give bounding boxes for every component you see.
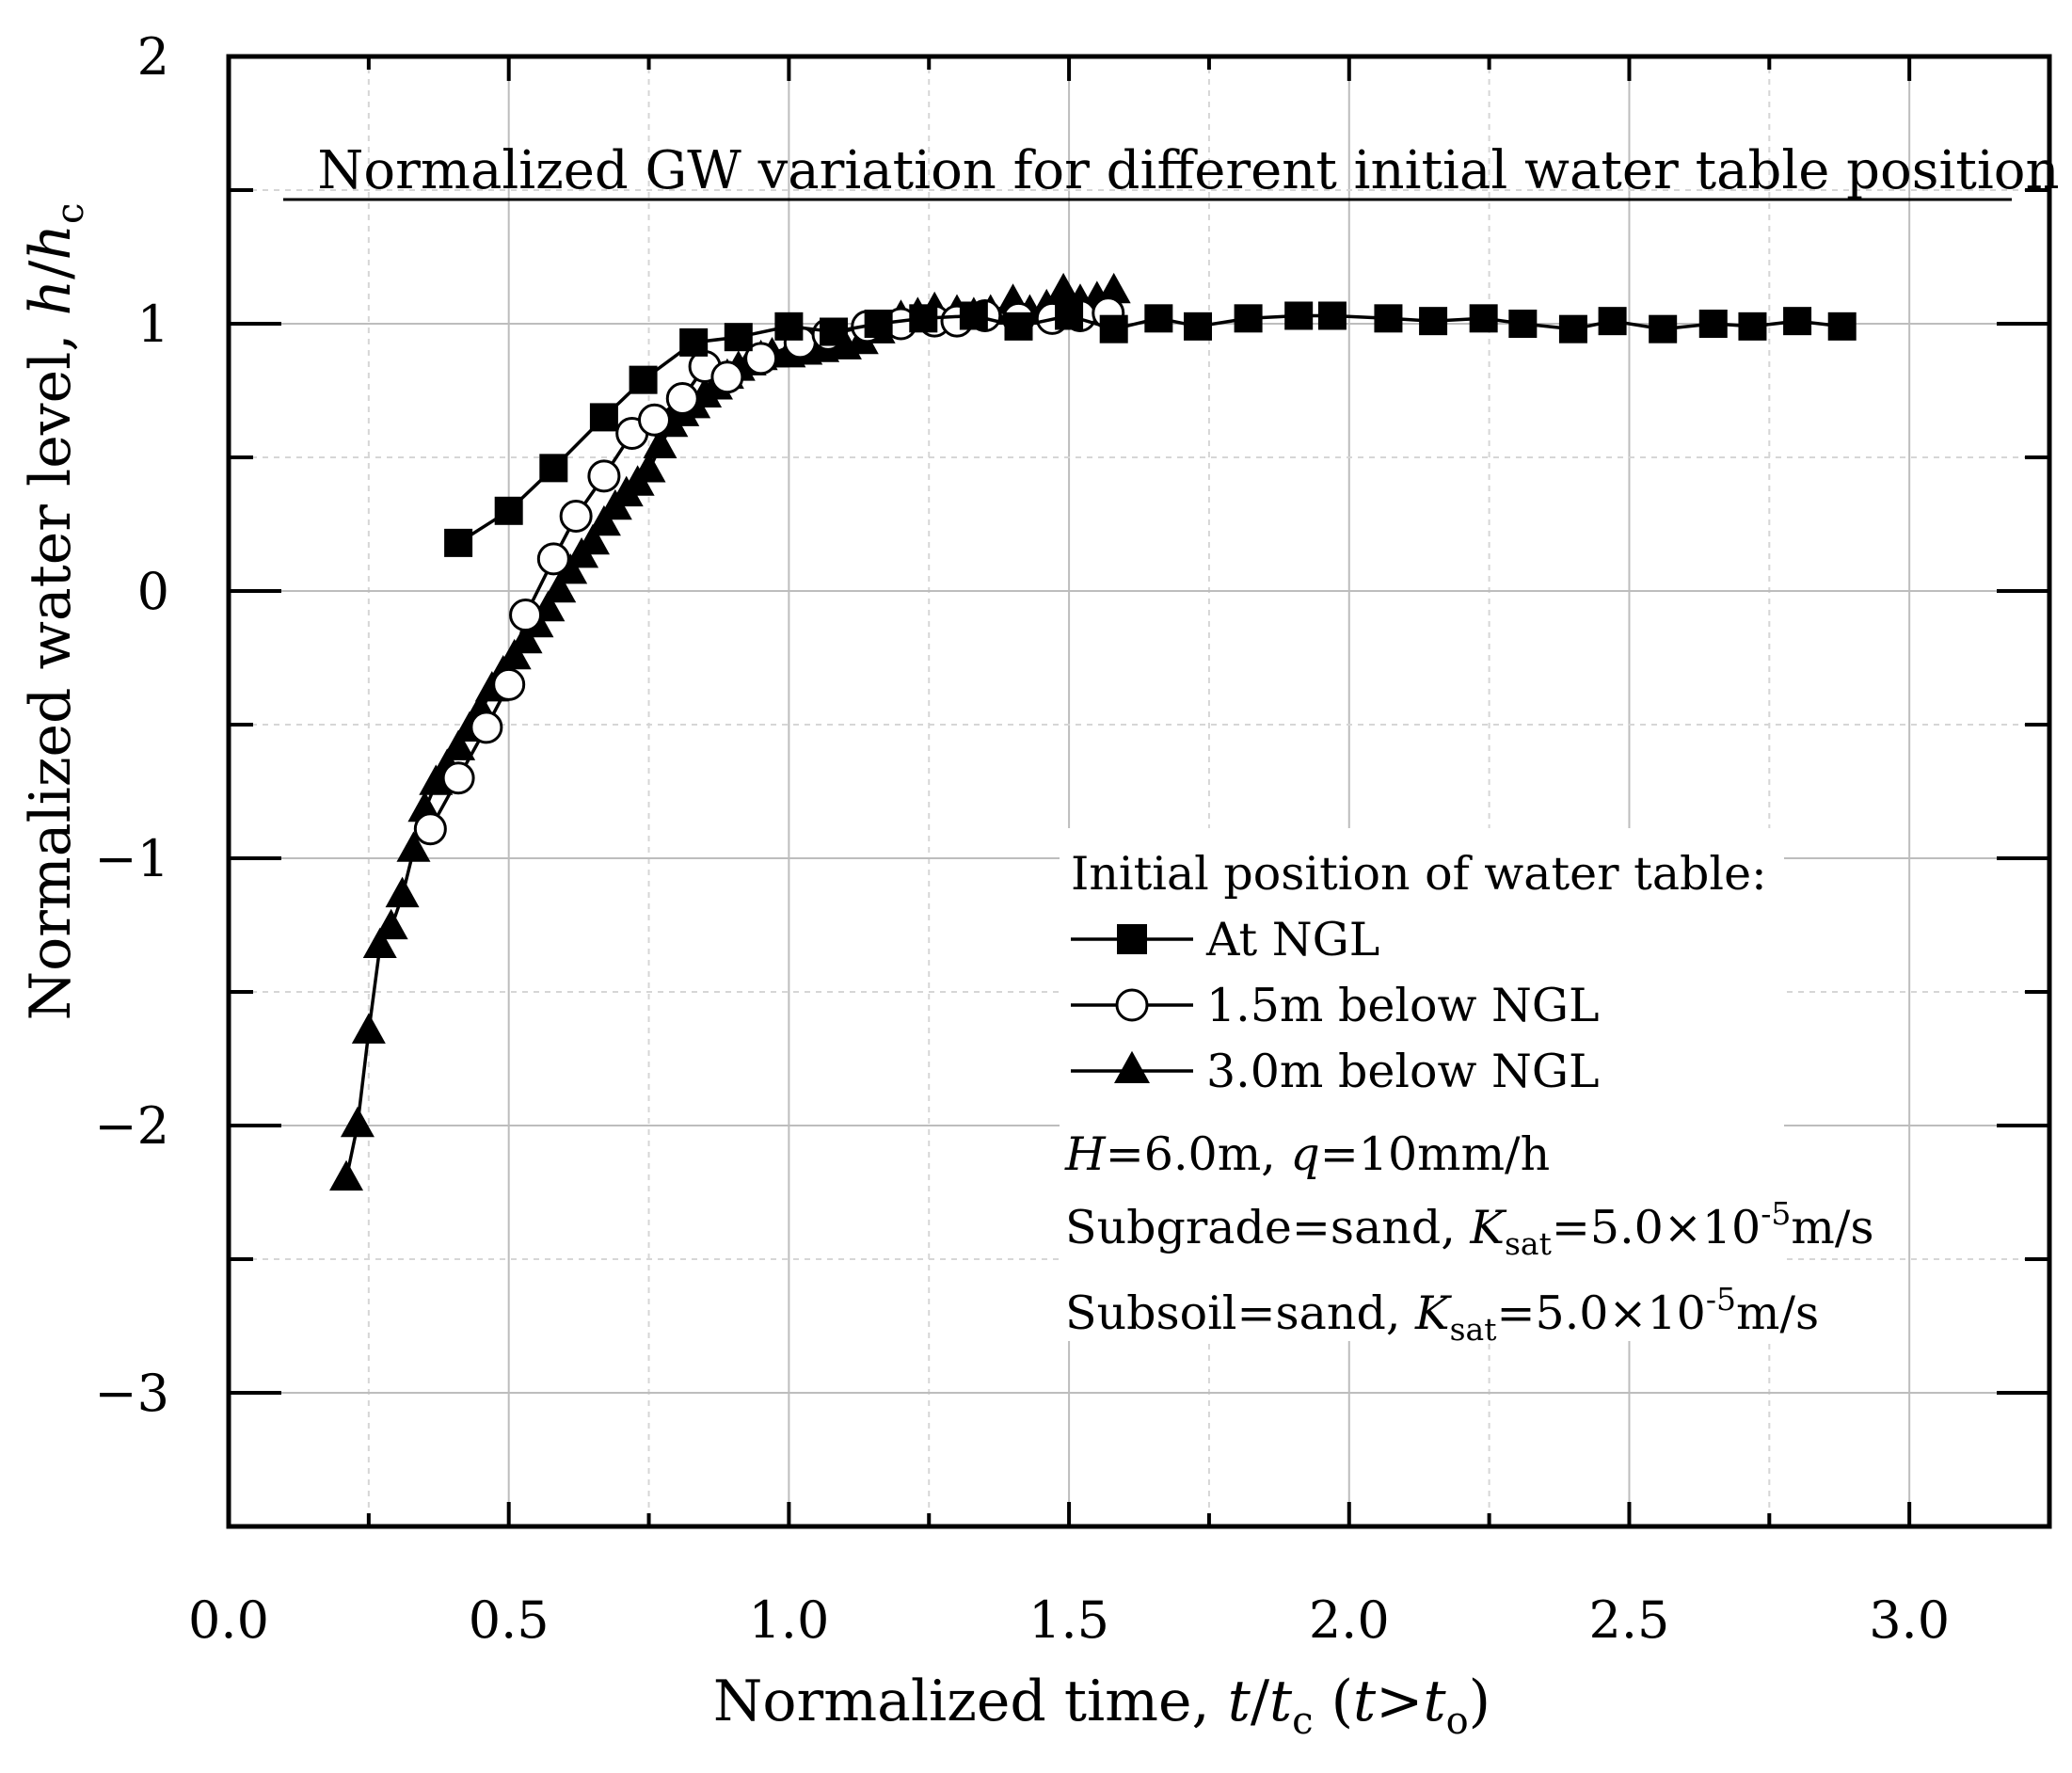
- data-point-triangle: [586, 504, 621, 536]
- data-point-square: [539, 454, 568, 483]
- x-axis-label: Normalized time, t/tc (t>to): [713, 1669, 1490, 1743]
- data-point-square: [1827, 311, 1857, 341]
- data-point-square: [1649, 314, 1678, 343]
- data-point-square: [1284, 301, 1314, 330]
- data-point-square: [774, 311, 804, 341]
- x-tick-label: 0.0: [188, 1590, 269, 1650]
- x-tick-label: 1.0: [748, 1590, 829, 1650]
- data-point-triangle: [419, 764, 454, 795]
- data-point-square: [1184, 311, 1213, 341]
- data-point-triangle: [374, 908, 408, 940]
- data-point-circle: [665, 382, 699, 416]
- plot-frame: [226, 54, 2052, 1529]
- x-tick-label: 2.0: [1309, 1590, 1390, 1650]
- y-tick-label: 0: [137, 562, 169, 621]
- y-tick-label: −2: [94, 1096, 169, 1156]
- data-point-circle: [492, 667, 526, 701]
- data-point-circle: [536, 542, 570, 576]
- data-point-square: [1508, 310, 1538, 338]
- data-point-square: [1099, 314, 1128, 343]
- series-square-filled: [444, 301, 1857, 557]
- data-point-square: [724, 323, 753, 352]
- data-point-circle: [1115, 988, 1149, 1022]
- data-point-triangle: [340, 1106, 375, 1138]
- data-point-circle: [509, 599, 543, 632]
- data-point-square: [959, 301, 988, 330]
- data-point-triangle: [362, 927, 397, 959]
- data-point-square: [494, 496, 523, 525]
- data-point-triangle: [553, 553, 588, 584]
- ticks: 0.0 0.5 1.0 1.5 2.0 2.5 3.0 2 1 0 −1 −2 −3: [94, 27, 2049, 1650]
- data-point-square: [1117, 924, 1147, 954]
- data-point-square: [1469, 304, 1498, 333]
- data-point-circle: [470, 711, 503, 744]
- x-tick-label: 1.5: [1028, 1590, 1109, 1650]
- data-point-triangle: [1096, 272, 1131, 304]
- data-point-square: [1783, 307, 1812, 336]
- data-point-triangle: [351, 1013, 386, 1044]
- x-tick-label: 2.5: [1589, 1590, 1670, 1650]
- data-point-square: [589, 403, 618, 432]
- y-tick-label: 1: [137, 295, 169, 354]
- data-point-triangle: [576, 523, 610, 555]
- data-point-triangle: [542, 571, 577, 603]
- x-tick-label: 0.5: [469, 1590, 550, 1650]
- data-point-square: [1317, 301, 1347, 330]
- data-point-triangle: [631, 452, 666, 483]
- x-tick-label: 3.0: [1869, 1590, 1950, 1650]
- data-point-square: [1698, 310, 1728, 338]
- data-point-circle: [559, 499, 593, 533]
- data-point-square: [1419, 307, 1448, 336]
- data-point-square: [1374, 304, 1403, 333]
- data-point-square: [1738, 311, 1767, 341]
- data-point-square: [1558, 314, 1587, 343]
- data-point-circle: [441, 761, 475, 795]
- legend-label: At NGL: [1205, 913, 1379, 966]
- data-point-circle: [710, 360, 744, 394]
- data-point-triangle: [497, 638, 532, 670]
- y-tick-label: 2: [137, 27, 169, 87]
- data-point-triangle: [1114, 1050, 1150, 1083]
- legend-label: 1.5m below NGL: [1206, 979, 1600, 1032]
- legend-box: [1060, 828, 1784, 1341]
- data-point-square: [1055, 301, 1084, 330]
- data-point-triangle: [329, 1159, 364, 1191]
- annotation-line3: Subsoil=sand, Ksat=5.0×10-5m/s: [1065, 1281, 1819, 1348]
- data-point-triangle: [396, 831, 431, 862]
- data-point-square: [679, 327, 709, 357]
- y-tick-label: −3: [94, 1364, 169, 1423]
- data-point-triangle: [643, 427, 677, 458]
- data-point-square: [1234, 304, 1263, 333]
- data-point-square: [864, 310, 893, 338]
- data-point-triangle: [1046, 272, 1081, 304]
- data-point-square: [1144, 304, 1173, 333]
- annotation-line2: Subgrade=sand, Ksat=5.0×10-5m/s: [1065, 1195, 1874, 1262]
- y-axis-label: Normalized water level, h/hc: [18, 203, 92, 1021]
- data-point-circle: [744, 342, 778, 375]
- data-point-square: [909, 304, 938, 333]
- legend-title: Initial position of water table:: [1071, 847, 1767, 901]
- data-point-square: [629, 365, 658, 394]
- y-tick-label: −1: [94, 829, 169, 888]
- data-point-triangle: [441, 729, 476, 760]
- chart-title: Normalized GW variation for different in…: [317, 140, 2059, 201]
- data-point-circle: [587, 459, 621, 493]
- data-point-triangle: [385, 876, 420, 908]
- data-point-circle: [637, 403, 671, 437]
- data-point-square: [820, 317, 849, 346]
- annotation-line1: H=6.0m, q=10mm/h: [1064, 1127, 1550, 1181]
- legend: At NGL 1.5m below NGL 3.0m below NGL: [1071, 913, 1600, 1098]
- data-point-square: [1598, 307, 1627, 336]
- data-point-square: [1004, 311, 1033, 341]
- data-point-square: [444, 528, 473, 557]
- series-layer: [329, 272, 1857, 1191]
- legend-label: 3.0m below NGL: [1206, 1045, 1600, 1098]
- data-point-circle: [413, 812, 447, 846]
